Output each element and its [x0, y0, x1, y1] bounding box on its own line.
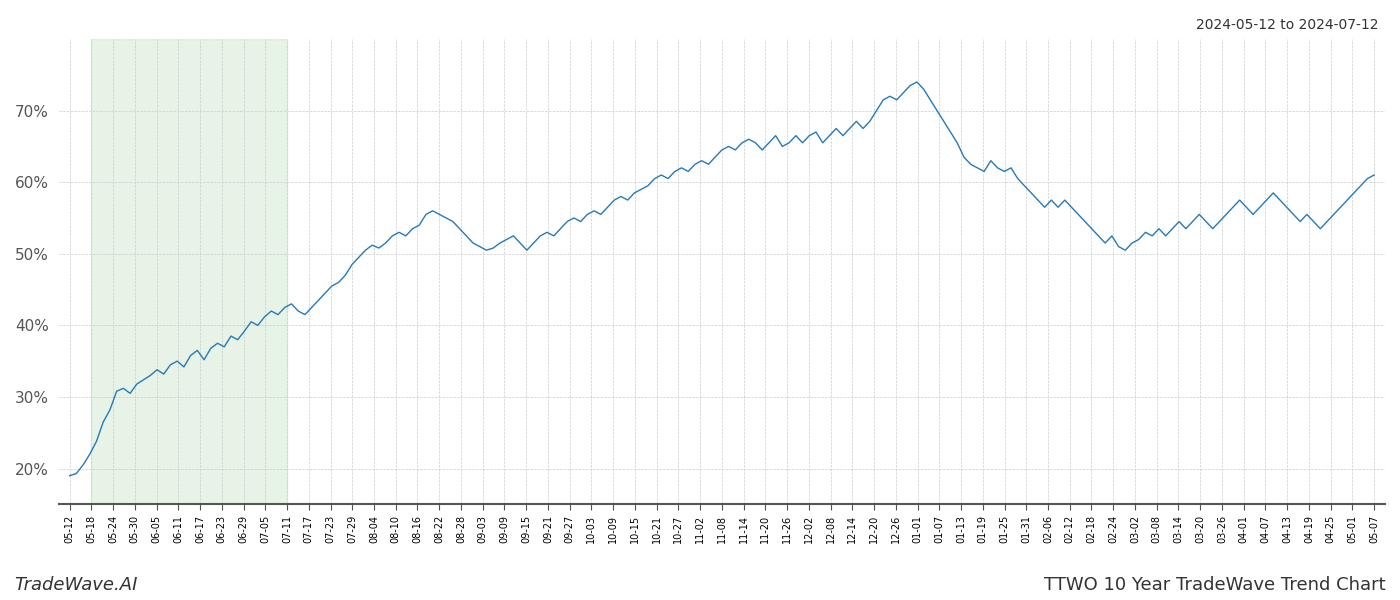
Bar [91, 39, 287, 505]
Text: TTWO 10 Year TradeWave Trend Chart: TTWO 10 Year TradeWave Trend Chart [1044, 576, 1386, 594]
Text: TradeWave.AI: TradeWave.AI [14, 576, 137, 594]
Text: 2024-05-12 to 2024-07-12: 2024-05-12 to 2024-07-12 [1197, 18, 1379, 32]
